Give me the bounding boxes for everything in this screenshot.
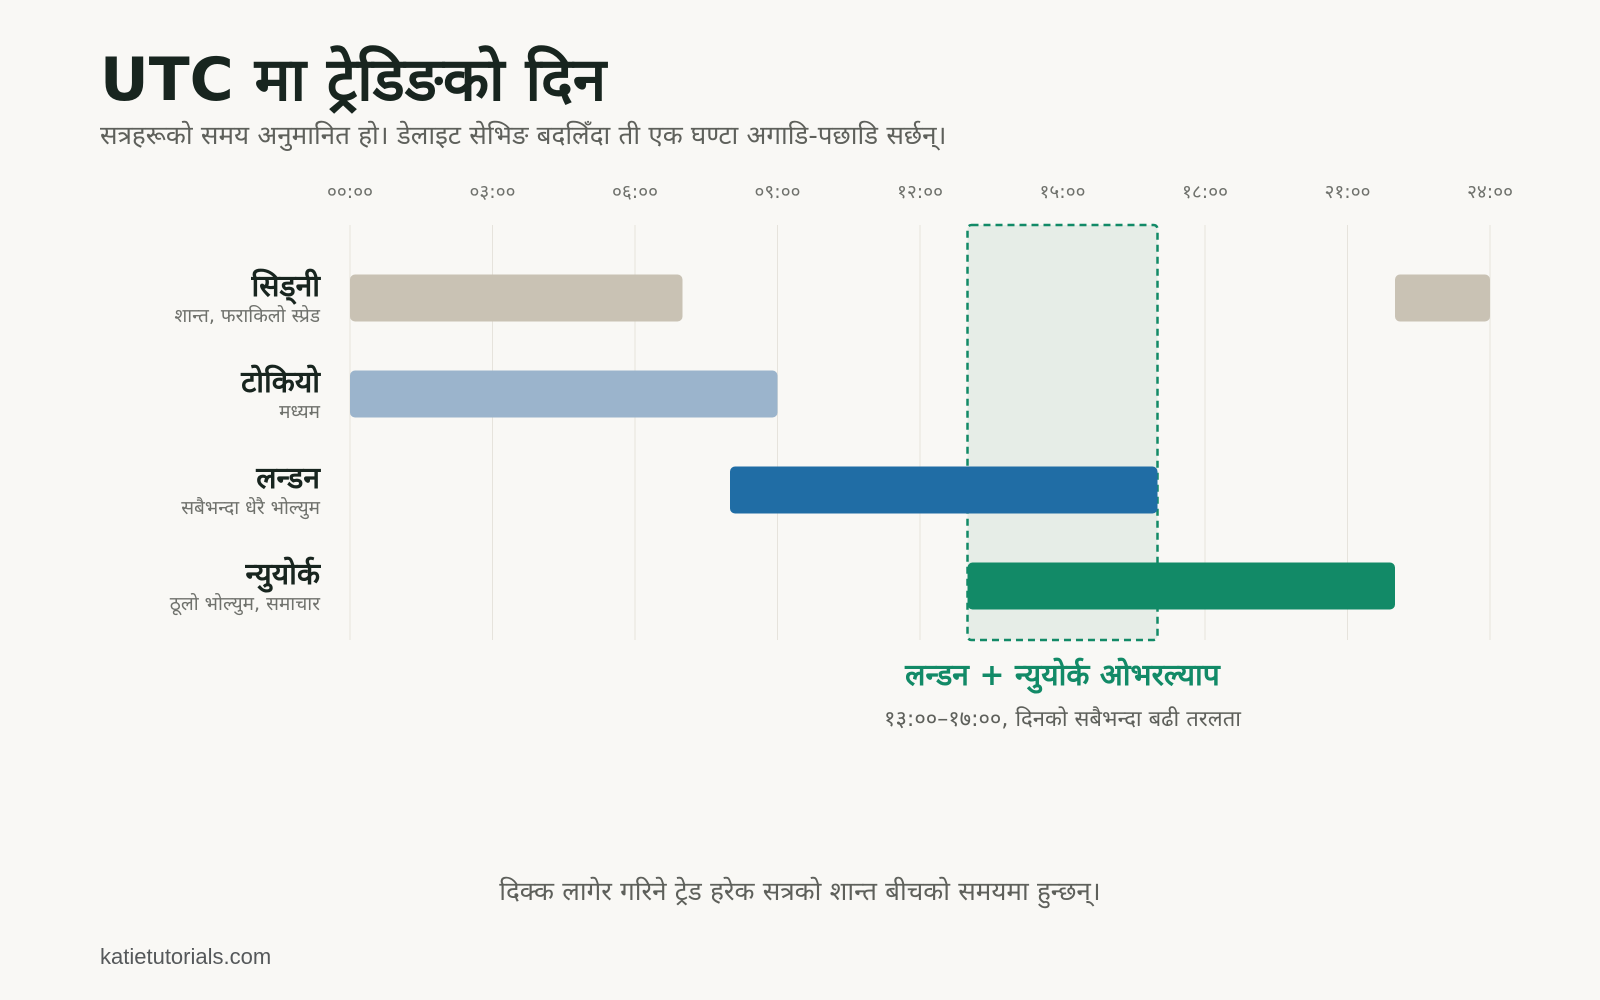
site-credit: katietutorials.com <box>100 944 272 969</box>
footnote: दिक्क लागेर गरिने ट्रेड हरेक सत्रको शान्… <box>499 877 1101 907</box>
session-note: शान्त, फराकिलो स्प्रेड <box>174 304 321 327</box>
session-name: टोकियो <box>240 364 321 400</box>
session-bar <box>967 562 1395 610</box>
session-name: न्युयोर्क <box>245 556 321 593</box>
session-chart: ००:०० ०३:०० ०६:०० ०९:०० १२:०० १५:०० १८:०० २१:००… <box>170 181 1513 732</box>
x-tick-label: ०६:०० <box>612 181 658 203</box>
session-name: लन्डन <box>255 461 321 496</box>
overlap-label: लन्डन + न्युयोर्क ओभरल्याप <box>904 657 1221 694</box>
session-note: मध्यम <box>279 401 321 423</box>
x-tick-label: २१:०० <box>1325 181 1371 203</box>
session-name: सिड्नी <box>250 268 321 305</box>
overlap-caption: १३:००–१७:००, दिनको सबैभन्दा बढी तरलता <box>884 706 1241 732</box>
x-tick-label: २४:०० <box>1467 181 1513 203</box>
x-tick-label: १५:०० <box>1040 181 1086 203</box>
x-tick-label: ००:०० <box>327 181 373 203</box>
page-subtitle: सत्रहरूको समय अनुमानित हो। डेलाइट सेभिङ … <box>100 121 947 151</box>
page-title: UTC मा ट्रेडिङको दिन <box>100 45 607 115</box>
session-bar <box>350 370 778 418</box>
session-bar <box>350 274 683 322</box>
overlap-band <box>966 223 1159 642</box>
x-tick-label: ०३:०० <box>470 181 516 203</box>
x-tick-label: १२:०० <box>897 181 943 203</box>
session-bar <box>730 466 1158 514</box>
x-tick-label: १८:०० <box>1182 181 1228 203</box>
session-note: ठूलो भोल्युम, समाचार <box>170 592 321 616</box>
session-note: सबैभन्दा धेरै भोल्युम <box>181 496 320 520</box>
x-tick-label: ०९:०० <box>755 181 801 203</box>
session-bar <box>1395 274 1490 322</box>
